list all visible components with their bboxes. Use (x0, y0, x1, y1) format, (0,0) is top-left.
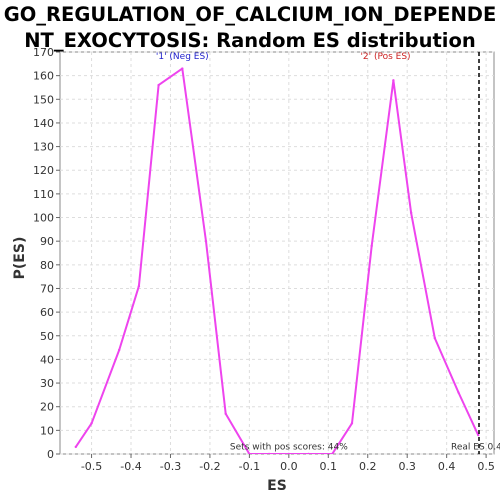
x-tick-label: 0.0 (280, 460, 298, 473)
data-point (477, 433, 480, 437)
x-axis-label: ES (267, 478, 287, 494)
data-point (181, 67, 184, 70)
y-tick-label: 40 (40, 353, 54, 366)
data-point (350, 422, 354, 425)
y-tick-label: 130 (33, 141, 54, 154)
y-tick-label: 60 (40, 306, 54, 319)
y-tick-label: 0 (47, 448, 54, 461)
data-point (224, 412, 227, 415)
y-axis-ticks: 0 10 20 30 40 50 60 70 80 90 100 110 120 130 140 150 160… (33, 46, 60, 461)
y-tick-label: 10 (40, 424, 54, 437)
data-point (204, 239, 208, 243)
annotation-label: Sets with pos scores: 44% (230, 443, 348, 453)
y-tick-label: 170 (33, 46, 54, 59)
x-tick-label: -0.4 (120, 460, 141, 473)
x-tick-label: -0.2 (199, 460, 220, 473)
chart-title-line-2: NT_EXOCYTOSIS: Random ES distribution (24, 29, 476, 52)
y-tick-label: 150 (33, 93, 54, 106)
data-point (157, 83, 160, 87)
y-tick-label: 30 (40, 377, 54, 390)
y-tick-label: 140 (33, 117, 54, 130)
series-line (74, 67, 480, 454)
data-point (457, 391, 460, 394)
x-tick-label: 0.1 (320, 460, 338, 473)
annotation-label: '1' (Neg ES) (156, 52, 209, 62)
data-point (370, 244, 373, 248)
data-point (409, 211, 413, 214)
y-tick-label: 100 (33, 212, 54, 225)
data-point (287, 452, 291, 454)
data-point (117, 348, 121, 352)
chart-title: GO_REGULATION_OF_CALCIUM_ION_DEPENDE NT_… (0, 2, 500, 54)
data-point (248, 452, 251, 454)
data-point (307, 452, 310, 454)
y-axis-label: P(ES) (12, 237, 28, 280)
y-tick-label: 160 (33, 70, 54, 83)
x-tick-label: 0.4 (438, 460, 456, 473)
x-tick-label: 0.5 (477, 460, 495, 473)
annotation-label: '2' (Pos ES) (360, 52, 410, 62)
y-tick-label: 20 (40, 401, 54, 414)
y-tick-label: 70 (40, 282, 54, 295)
data-point (90, 422, 93, 425)
plot-area (59, 51, 495, 455)
x-tick-label: -0.3 (160, 460, 181, 473)
x-tick-label: 0.2 (359, 460, 377, 473)
chart-title-line-1: GO_REGULATION_OF_CALCIUM_ION_DEPENDE (3, 3, 497, 26)
annotation-label: Real ES 0.482 (451, 443, 500, 453)
data-point (433, 336, 437, 340)
data-point (267, 452, 271, 454)
x-axis-ticks: -0.5 -0.4 -0.3 -0.2 -0.1 0.0 0.1 0.2 0.3 0.4 0.5 (81, 454, 495, 473)
data-point (331, 452, 334, 454)
data-point (137, 284, 141, 288)
y-tick-label: 110 (33, 188, 54, 201)
y-tick-label: 120 (33, 164, 54, 177)
y-tick-label: 80 (40, 259, 54, 272)
data-point (392, 79, 395, 82)
x-tick-label: -0.5 (81, 460, 102, 473)
x-tick-label: -0.1 (239, 460, 260, 473)
annotations: '1' (Neg ES) '2' (Pos ES) Sets with pos sc… (156, 52, 500, 453)
y-tick-label: 90 (40, 235, 54, 248)
series-group (74, 67, 480, 454)
y-tick-label: 50 (40, 330, 54, 343)
data-point (74, 445, 77, 449)
x-tick-label: 0.3 (398, 460, 416, 473)
